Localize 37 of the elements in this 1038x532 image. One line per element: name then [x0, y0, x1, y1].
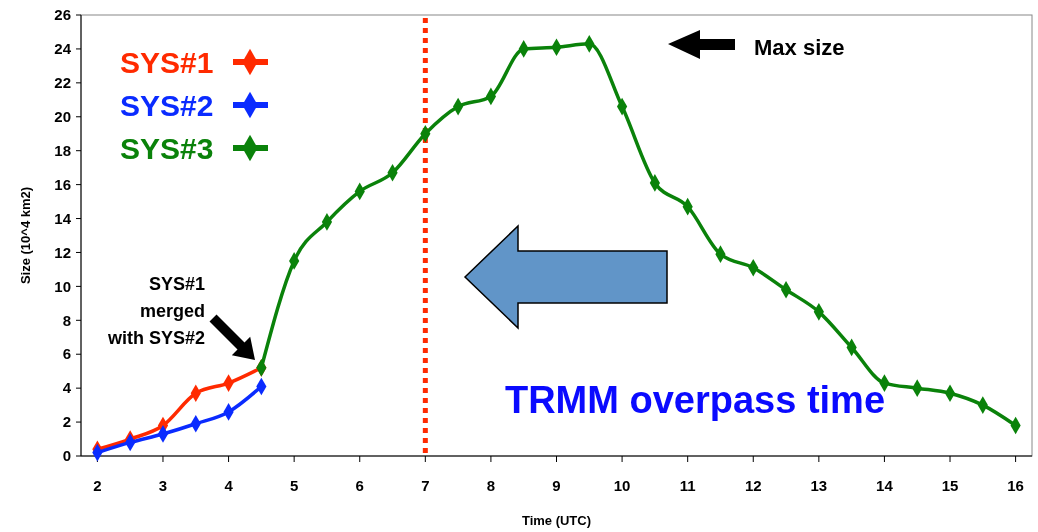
y-tick-label: 8 [62, 311, 71, 329]
x-tick-label: 6 [355, 477, 364, 494]
y-tick-label: 10 [54, 277, 71, 295]
annotation: TRMM overpass time [504, 379, 886, 422]
x-tick-label: 4 [224, 477, 234, 494]
x-tick-label: 9 [552, 477, 561, 494]
x-axis-title: Time (UTC) [521, 513, 592, 528]
legend-label: SYS#3 [120, 131, 214, 165]
y-tick-label: 6 [62, 345, 71, 363]
y-tick-label: 22 [54, 74, 71, 92]
x-tick-label: 16 [1007, 477, 1024, 494]
x-tick-label: 14 [876, 477, 894, 494]
y-tick-label: 16 [54, 175, 71, 193]
y-tick-label: 12 [54, 243, 71, 261]
y-tick-label: 24 [54, 40, 72, 58]
x-tick-label: 10 [613, 477, 631, 494]
y-tick-label: 20 [54, 108, 71, 126]
y-tick-label: 18 [54, 141, 71, 159]
y-tick-label: 0 [62, 447, 71, 465]
x-tick-label: 5 [289, 477, 299, 494]
legend-label: SYS#1 [120, 45, 214, 79]
x-tick-label: 8 [486, 477, 496, 494]
x-tick-label: 15 [941, 477, 959, 494]
annotation: SYS#1 merged with SYS#2 [106, 274, 205, 348]
y-tick-label: 14 [54, 209, 72, 227]
x-tick-label: 11 [679, 477, 696, 494]
x-tick-label: 3 [158, 477, 168, 494]
annotation: Max size [754, 34, 845, 60]
y-tick-label: 4 [62, 379, 72, 397]
x-tick-label: 12 [744, 477, 762, 494]
x-tick-label: 2 [93, 477, 102, 494]
x-tick-label: 7 [421, 477, 430, 494]
y-tick-label: 2 [62, 413, 71, 431]
legend-label: SYS#2 [120, 88, 214, 122]
x-tick-label: 13 [810, 477, 828, 494]
y-tick-label: 26 [54, 6, 71, 24]
y-axis-title: Size (10^4 km2) [18, 186, 33, 285]
